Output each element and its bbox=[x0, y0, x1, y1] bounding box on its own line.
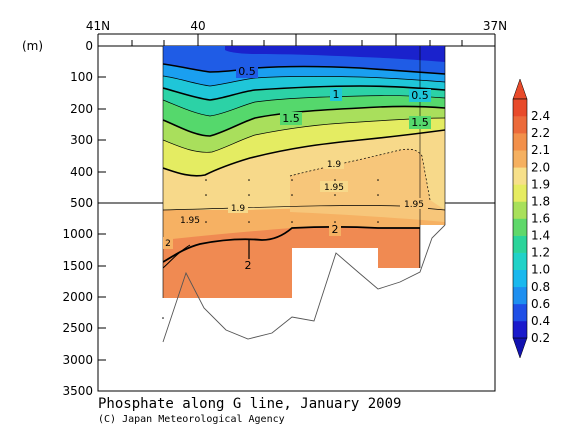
y-tick-marks bbox=[98, 45, 106, 361]
contour-label: 1.9 bbox=[231, 204, 246, 214]
colorbar-swatch bbox=[513, 252, 527, 271]
contour-lines bbox=[163, 63, 445, 269]
x-tick-label-41n: 41N bbox=[86, 19, 110, 33]
colorbar-swatch bbox=[513, 184, 527, 202]
y-tick-label: 3000 bbox=[62, 353, 93, 367]
colorbar-arrow-min bbox=[512, 337, 528, 359]
station-dots bbox=[162, 179, 379, 319]
contour-label: 1.5 bbox=[411, 116, 429, 129]
contour-label: 0.5 bbox=[411, 89, 429, 102]
colorbar-tick-label: 2.1 bbox=[531, 143, 550, 157]
colorbar-tick-label: 0.2 bbox=[531, 331, 550, 345]
contour-label: 1.95 bbox=[180, 216, 200, 226]
contour-label: 1 bbox=[333, 88, 340, 101]
colorbar-swatch bbox=[513, 320, 527, 339]
contour-label: 2 bbox=[332, 223, 339, 236]
contour-label: 2 bbox=[245, 259, 252, 272]
chart-credit: (C) Japan Meteorological Agency bbox=[98, 414, 285, 425]
y-tick-label: 1500 bbox=[62, 259, 93, 273]
colorbar-swatch bbox=[513, 201, 527, 219]
colorbar-swatch bbox=[513, 235, 527, 253]
colorbar-frame bbox=[512, 98, 528, 339]
contour-label: 1.9 bbox=[327, 160, 342, 170]
y-tick-label: 1000 bbox=[62, 227, 93, 241]
colorbar-swatch bbox=[513, 116, 527, 134]
colorbar-arrow-max bbox=[512, 78, 528, 100]
colorbar-swatch bbox=[513, 99, 527, 117]
colorbar-tick-label: 1.4 bbox=[531, 229, 550, 243]
contour-label: 1.95 bbox=[324, 183, 344, 193]
colorbar-swatch bbox=[513, 286, 527, 305]
colorbar-tick-label: 2.0 bbox=[531, 160, 550, 174]
y-tick-label: 400 bbox=[70, 165, 93, 179]
y-tick-label: 2000 bbox=[62, 290, 93, 304]
colorbar-swatch bbox=[513, 167, 527, 185]
colorbar-tick-label: 2.2 bbox=[531, 126, 550, 140]
contour-label: 2 bbox=[165, 239, 171, 249]
x-tick-label-37n: 37N bbox=[483, 19, 507, 33]
colorbar-tick-label: 0.8 bbox=[531, 280, 550, 294]
colorbar-tick-label: 1.2 bbox=[531, 246, 550, 260]
colorbar-tick-label: 2.4 bbox=[531, 109, 550, 123]
chart-title: Phosphate along G line, January 2009 bbox=[98, 396, 401, 412]
colorbar-swatch bbox=[513, 303, 527, 322]
y-tick-label: 300 bbox=[70, 133, 93, 147]
station-lines bbox=[162, 46, 446, 298]
colorbar-tick-label: 0.6 bbox=[531, 297, 550, 311]
colorbar-tick-label: 1.9 bbox=[531, 177, 550, 191]
y-tick-label: 3500 bbox=[62, 384, 93, 398]
y-tick-label: 2500 bbox=[62, 321, 93, 335]
contour-label: 1.5 bbox=[282, 112, 300, 125]
colorbar-swatch bbox=[513, 133, 527, 151]
x-tick-label-40: 40 bbox=[190, 19, 205, 33]
colorbar-swatch bbox=[513, 218, 527, 236]
y-tick-label: 500 bbox=[70, 196, 93, 210]
colorbar-tick-label: 1.6 bbox=[531, 212, 550, 226]
colorbar-tick-label: 1.8 bbox=[531, 194, 550, 208]
contour-label: 1.95 bbox=[404, 200, 424, 210]
y-axis-unit-label: (m) bbox=[22, 39, 43, 53]
colorbar-swatch bbox=[513, 150, 527, 168]
colorbar-tick-label: 0.4 bbox=[531, 314, 550, 328]
contour-label: 0.5 bbox=[238, 65, 256, 78]
contour-labels: 0.5 1 0.5 1.5 1.5 1.9 1.95 1.9 1.95 1.95… bbox=[163, 65, 431, 272]
y-tick-label: 200 bbox=[70, 102, 93, 116]
y-tick-label: 100 bbox=[70, 70, 93, 84]
y-tick-label: 0 bbox=[85, 39, 93, 53]
colorbar-tick-label: 1.0 bbox=[531, 263, 550, 277]
bottom-topography bbox=[162, 224, 446, 343]
colorbar-swatch bbox=[513, 269, 527, 288]
colorbar: 0.2 0.4 0.6 0.8 1.0 1.2 1.4 1.6 1.8 1.9 2.0 2.1 2.2 2… bbox=[512, 78, 550, 359]
x-tick-marks bbox=[97, 34, 496, 46]
